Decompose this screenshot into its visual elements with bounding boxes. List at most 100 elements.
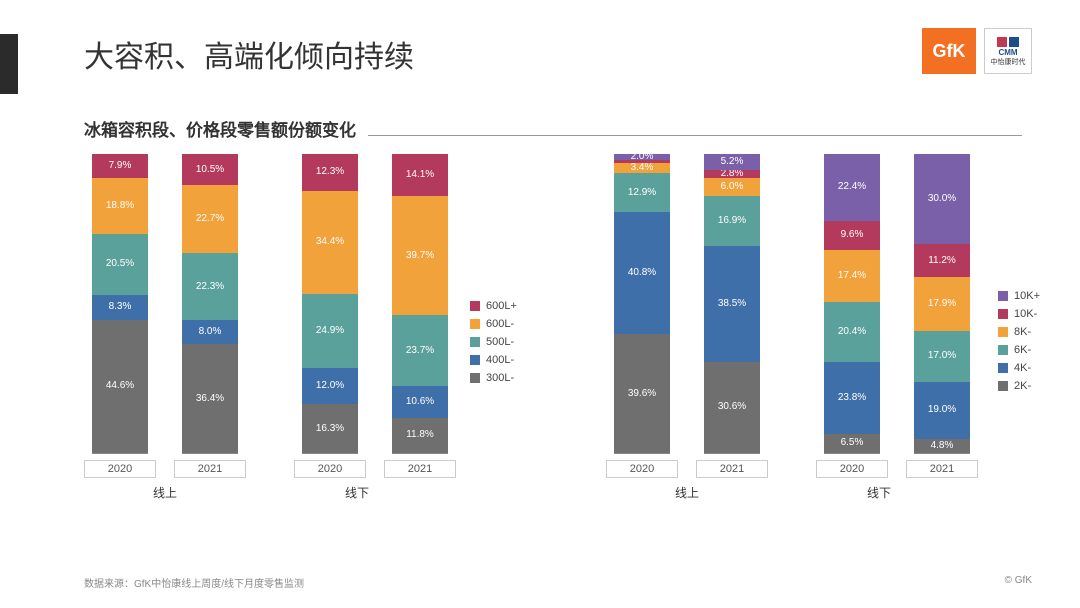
bar-segment: 10.6% — [392, 386, 448, 418]
legend-label: 4K- — [1014, 362, 1031, 374]
legend-label: 10K+ — [1014, 290, 1040, 302]
year-label: 2021 — [906, 460, 978, 478]
legend-item: 300L- — [470, 372, 517, 384]
legend-swatch — [470, 301, 480, 311]
stacked-bar: 6.5%23.8%20.4%17.4%9.6%22.4% — [824, 154, 880, 454]
bar-segment: 12.9% — [614, 173, 670, 212]
legend-item: 4K- — [998, 362, 1040, 374]
bar-segment: 36.4% — [182, 344, 238, 453]
bar-segment: 9.6% — [824, 221, 880, 250]
legend-item: 2K- — [998, 380, 1040, 392]
legend-label: 10K- — [1014, 308, 1037, 320]
cmm-sub: 中怡康时代 — [991, 57, 1026, 67]
bar-segment: 7.9% — [92, 154, 148, 178]
legend-item: 500L- — [470, 336, 517, 348]
cmm-label: CMM — [998, 48, 1017, 57]
legend-label: 300L- — [486, 372, 514, 384]
stacked-bar: 30.6%38.5%16.9%6.0%2.8%5.2% — [704, 154, 760, 454]
stacked-bar: 16.3%12.0%24.9%34.4%12.3% — [302, 154, 358, 454]
bar-segment: 38.5% — [704, 246, 760, 361]
year-label: 2021 — [174, 460, 246, 478]
legend-label: 6K- — [1014, 344, 1031, 356]
legend-item: 8K- — [998, 326, 1040, 338]
legend-item: 6K- — [998, 344, 1040, 356]
bar-segment: 23.7% — [392, 315, 448, 386]
subtitle-row: 冰箱容积段、价格段零售额份额变化 — [84, 116, 1032, 141]
stacked-bar: 44.6%8.3%20.5%18.8%7.9% — [92, 154, 148, 454]
legend-swatch — [998, 291, 1008, 301]
bar-segment: 17.4% — [824, 250, 880, 302]
bar-segment: 19.0% — [914, 382, 970, 439]
copyright-text: © GfK — [1005, 575, 1032, 590]
bar-segment: 18.8% — [92, 178, 148, 234]
legend-swatch — [470, 355, 480, 365]
legend-swatch — [470, 337, 480, 347]
year-label: 2021 — [384, 460, 456, 478]
year-label: 2020 — [816, 460, 888, 478]
bar-segment: 39.6% — [614, 334, 670, 453]
accent-bar — [0, 34, 18, 94]
legend-item: 400L- — [470, 354, 517, 366]
group-label: 线下 — [798, 484, 960, 501]
legend-item: 10K+ — [998, 290, 1040, 302]
bar-segment: 12.0% — [302, 368, 358, 404]
legend-swatch — [470, 319, 480, 329]
charts-area: 44.6%8.3%20.5%18.8%7.9%202036.4%8.0%22.3… — [84, 168, 1004, 530]
bar-segment: 3.4% — [614, 163, 670, 173]
bar-segment: 5.2% — [704, 154, 760, 170]
bar-segment: 17.9% — [914, 277, 970, 331]
footer: 数据来源：GfK中怡康线上周度/线下月度零售监测 © GfK — [84, 575, 1032, 590]
bar-segment: 39.7% — [392, 196, 448, 315]
group-label: 线上 — [84, 484, 246, 501]
bar-segment: 20.5% — [92, 234, 148, 295]
legend-swatch — [470, 373, 480, 383]
bar-segment: 4.8% — [914, 439, 970, 453]
bar-segment: 16.3% — [302, 404, 358, 453]
legend-label: 500L- — [486, 336, 514, 348]
gfk-logo: GfK — [922, 28, 976, 74]
stacked-bar: 36.4%8.0%22.3%22.7%10.5% — [182, 154, 238, 454]
bar-segment: 10.5% — [182, 154, 238, 185]
group-label: 线上 — [606, 484, 768, 501]
stacked-bar: 11.8%10.6%23.7%39.7%14.1% — [392, 154, 448, 454]
year-label: 2021 — [696, 460, 768, 478]
bar-segment: 14.1% — [392, 154, 448, 196]
legend-label: 600L- — [486, 318, 514, 330]
legend-swatch — [998, 327, 1008, 337]
bar-segment: 34.4% — [302, 191, 358, 294]
bar-segment: 8.3% — [92, 295, 148, 320]
legend-label: 400L- — [486, 354, 514, 366]
bar-segment: 40.8% — [614, 212, 670, 334]
year-label: 2020 — [606, 460, 678, 478]
bar-segment: 6.0% — [704, 178, 760, 196]
bar-segment: 22.3% — [182, 253, 238, 320]
legend-swatch — [998, 345, 1008, 355]
bar-segment: 6.5% — [824, 434, 880, 453]
bar-segment: 30.0% — [914, 154, 970, 244]
page-title: 大容积、高端化倾向持续 — [84, 32, 1032, 76]
bar-segment: 30.6% — [704, 362, 760, 454]
bar-segment: 11.2% — [914, 244, 970, 278]
cmm-logo: CMM 中怡康时代 — [984, 28, 1032, 74]
bar-segment: 23.8% — [824, 362, 880, 433]
legend-label: 600L+ — [486, 300, 517, 312]
stacked-bar: 39.6%40.8%12.9%3.4%2.0% — [614, 154, 670, 454]
bar-segment: 20.4% — [824, 302, 880, 363]
bar-segment: 17.0% — [914, 331, 970, 382]
bar-segment: 44.6% — [92, 320, 148, 453]
bar-segment: 22.7% — [182, 185, 238, 253]
legend-label: 2K- — [1014, 380, 1031, 392]
source-text: 数据来源：GfK中怡康线上周度/线下月度零售监测 — [84, 575, 304, 590]
stacked-bar: 4.8%19.0%17.0%17.9%11.2%30.0% — [914, 154, 970, 454]
subtitle: 冰箱容积段、价格段零售额份额变化 — [84, 116, 356, 141]
legend-label: 8K- — [1014, 326, 1031, 338]
legend-item: 600L- — [470, 318, 517, 330]
bar-segment: 16.9% — [704, 196, 760, 247]
legend-swatch — [998, 363, 1008, 373]
group-label: 线下 — [276, 484, 438, 501]
subtitle-underline — [368, 135, 1022, 136]
slide: { "title": "大容积、高端化倾向持续", "subtitle": "冰… — [0, 0, 1080, 608]
legend-capacity: 600L+ 600L- 500L- 400L- 300L- — [470, 300, 517, 384]
legend-swatch — [998, 381, 1008, 391]
legend-item: 10K- — [998, 308, 1040, 320]
